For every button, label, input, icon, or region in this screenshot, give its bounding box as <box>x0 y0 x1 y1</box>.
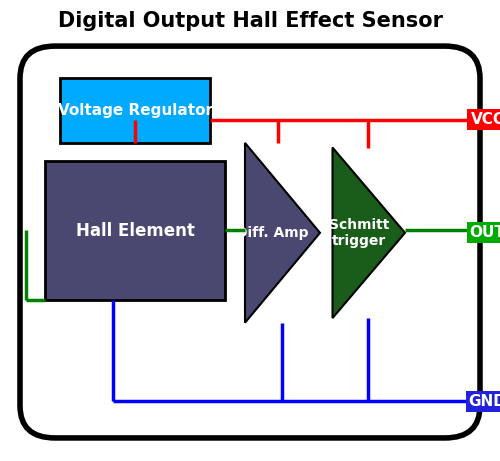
Text: VCC: VCC <box>470 112 500 127</box>
Text: Diff. Amp: Diff. Amp <box>236 226 308 240</box>
Bar <box>45 161 225 300</box>
Text: Hall Element: Hall Element <box>76 221 194 240</box>
Polygon shape <box>245 143 320 323</box>
Text: Digital Output Hall Effect Sensor: Digital Output Hall Effect Sensor <box>58 11 442 31</box>
FancyBboxPatch shape <box>20 46 480 438</box>
Bar <box>60 78 210 143</box>
Text: OUT: OUT <box>470 225 500 240</box>
Text: GND: GND <box>468 394 500 408</box>
Text: Voltage Regulator: Voltage Regulator <box>58 103 212 118</box>
Text: Schmitt
trigger: Schmitt trigger <box>328 218 389 248</box>
Polygon shape <box>332 148 405 318</box>
